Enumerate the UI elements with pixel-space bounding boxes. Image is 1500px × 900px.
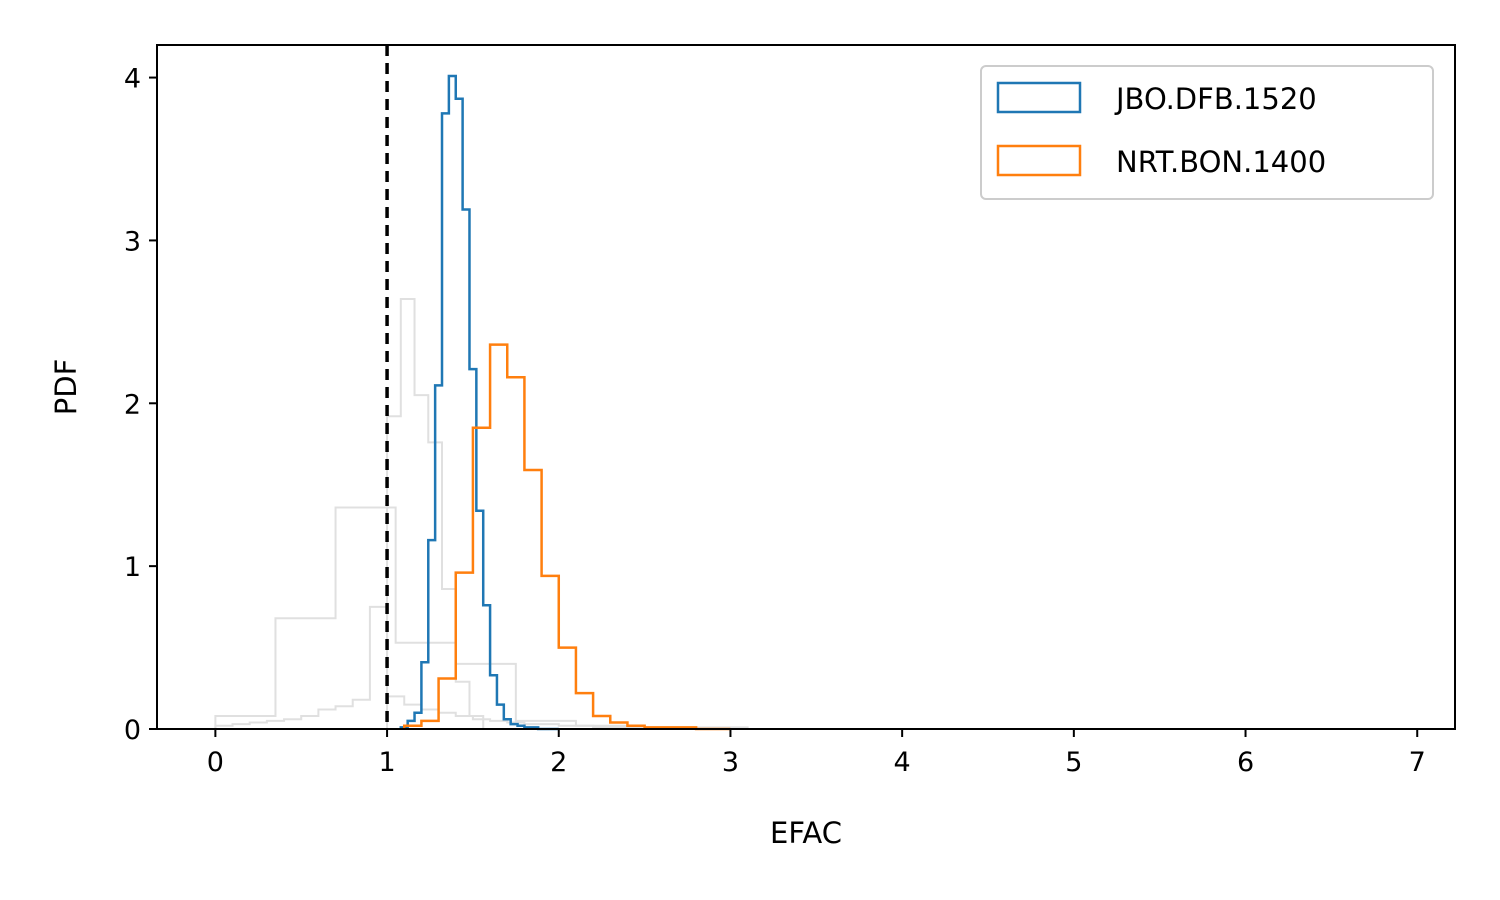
legend-swatch-series-0 <box>996 81 1082 114</box>
y-tick-label: 2 <box>124 389 141 420</box>
y-tick-label: 0 <box>124 715 141 746</box>
y-tick-label: 3 <box>124 226 141 257</box>
legend-box <box>980 65 1434 200</box>
legend-swatch-series-1 <box>996 144 1082 177</box>
legend: JBO.DFB.1520 NRT.BON.1400 <box>980 65 1434 200</box>
y-tick-label: 4 <box>124 64 141 95</box>
background-histograms <box>214 298 749 729</box>
legend-label-series-0: JBO.DFB.1520 <box>1114 82 1317 116</box>
series-histograms <box>399 74 731 731</box>
x-tick-label: 4 <box>894 747 911 778</box>
x-axis-label: EFAC <box>770 816 842 850</box>
x-tick-label: 6 <box>1237 747 1254 778</box>
x-tick-label: 1 <box>378 747 395 778</box>
x-tick-label: 2 <box>550 747 567 778</box>
background-histogram-0 <box>214 506 638 729</box>
histogram-series-1 <box>402 343 731 731</box>
legend-label-series-1: NRT.BON.1400 <box>1116 145 1326 179</box>
background-histogram-2 <box>214 605 749 729</box>
x-tick-label: 7 <box>1409 747 1426 778</box>
y-axis-label: PDF <box>49 359 83 416</box>
x-tick-label: 5 <box>1065 747 1082 778</box>
y-tick-label: 1 <box>124 552 141 583</box>
x-tick-label: 3 <box>722 747 739 778</box>
axis-ticks: 0 1 2 3 4 5 6 7 0 1 2 3 4 <box>124 64 1426 778</box>
x-tick-label: 0 <box>207 747 224 778</box>
histogram-series-0 <box>399 74 559 731</box>
plot-frame <box>156 44 1456 730</box>
